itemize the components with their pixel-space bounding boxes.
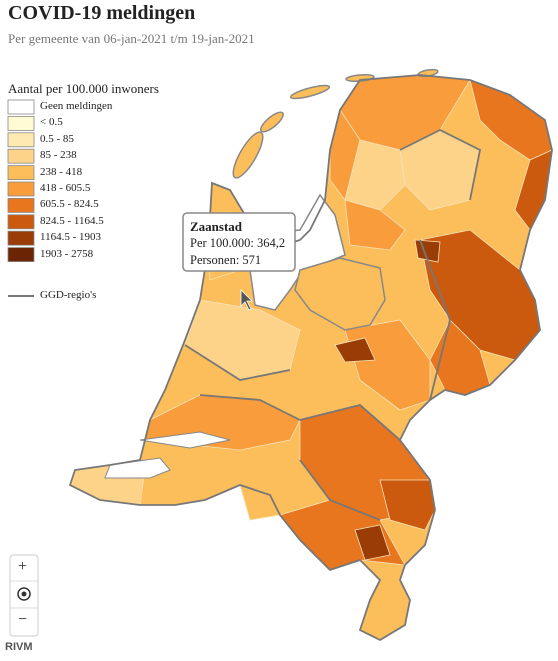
legend-label: 418 - 605.5 [40, 182, 91, 194]
legend-label: 0.5 - 85 [40, 132, 74, 145]
legend-label: 238 - 418 [40, 165, 83, 178]
zoom-out[interactable]: − [18, 611, 28, 628]
legend-swatch [7, 165, 35, 181]
legend-boundary-label: GGD-regio's [40, 289, 97, 301]
legend-label: < 0.5 [40, 116, 63, 129]
region [344, 199, 406, 251]
title: COVID-19 meldingen [8, 2, 196, 24]
legend-swatch [7, 132, 35, 148]
legend-label: 824.5 - 1164.5 [40, 214, 104, 227]
region [334, 337, 376, 363]
legend-swatch [7, 181, 35, 197]
legend-label: 605.5 - 824.5 [40, 198, 99, 211]
island [260, 111, 284, 133]
tooltip-line: Personen: 571 [190, 253, 262, 267]
legend-swatch [7, 197, 35, 213]
legend-title: Aantal per 100.000 inwoners [8, 81, 159, 96]
locate-button[interactable] [17, 587, 31, 601]
tooltip-box [182, 212, 296, 272]
tooltip [182, 212, 296, 272]
island [289, 84, 331, 100]
ggd-boundaries [68, 74, 553, 642]
region [379, 479, 436, 531]
legend-swatch [7, 214, 35, 230]
legend [7, 99, 35, 263]
attribution: RIVM [5, 641, 33, 653]
subtitle: Per gemeente van 06-jan-2021 t/m 19-jan-… [8, 31, 255, 46]
flevoland [294, 257, 386, 331]
municipalities [69, 74, 553, 641]
legend-swatch [7, 99, 35, 115]
legend-label: 1903 - 2758 [40, 247, 94, 260]
legend-label: 85 - 238 [40, 149, 77, 162]
tooltip-line: Per 100.000: 364,2 [190, 236, 286, 250]
cursor [240, 289, 253, 311]
water [104, 431, 231, 479]
legend-label: Geen meldingen [40, 100, 113, 112]
tooltip-name: Zaanstad [190, 219, 243, 234]
island [232, 131, 264, 179]
region [344, 139, 406, 211]
legend-swatch [7, 148, 35, 164]
region [354, 524, 391, 561]
legend-swatch [7, 116, 35, 131]
legend-swatch [7, 230, 35, 246]
zoom-in[interactable]: + [18, 558, 28, 575]
zoom-controls [9, 554, 39, 637]
locate-dot [21, 591, 27, 597]
legend-label: 1164.5 - 1903 [40, 231, 102, 244]
legend-swatch [7, 247, 35, 263]
